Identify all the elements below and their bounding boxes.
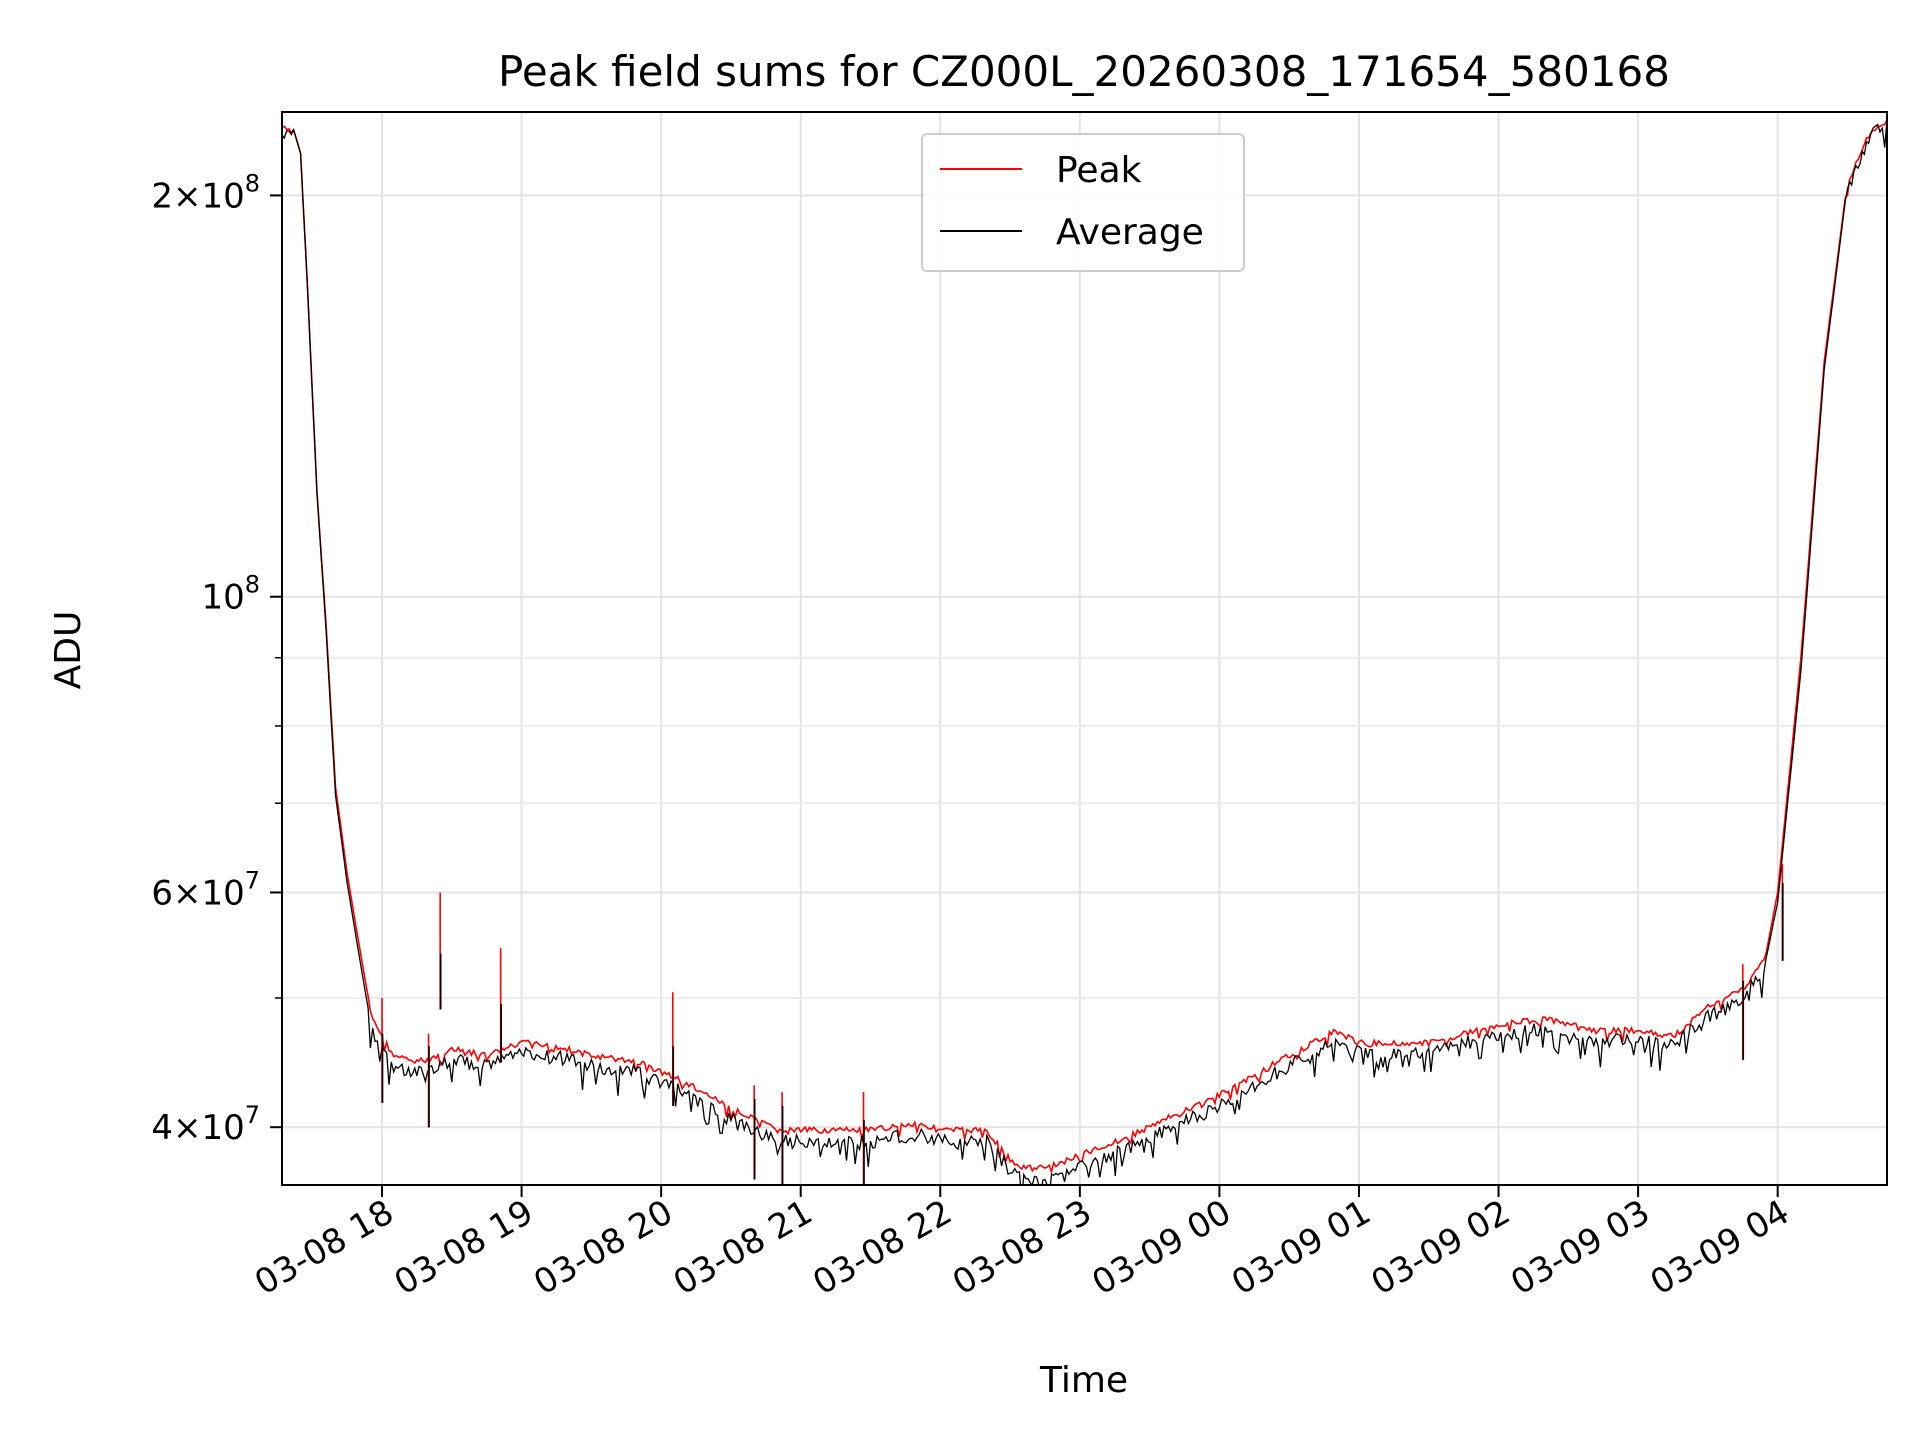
legend: Peak Average: [921, 133, 1245, 272]
y-tick-label-base: 10: [201, 578, 244, 618]
y-tick-label-exponent: 7: [245, 866, 260, 894]
y-tick-label: 4×107: [151, 1101, 260, 1148]
y-tick-label-exponent: 8: [245, 169, 260, 197]
y-tick-label: 2×108: [151, 169, 260, 216]
series-layer: [282, 119, 1887, 1185]
chart-title: Peak field sums for CZ000L_20260308_1716…: [498, 47, 1670, 96]
y-tick-label-exponent: 7: [245, 1101, 260, 1129]
legend-peak-label: Peak: [1056, 150, 1142, 191]
series-line-peak: [282, 119, 1887, 1175]
legend-average-label: Average: [1056, 212, 1204, 253]
grid-lines: [282, 112, 1887, 1185]
x-axis-label: Time: [1039, 1360, 1128, 1401]
y-tick-label-base: 4×10: [151, 1108, 244, 1148]
plot-area-frame: [281, 111, 1888, 1186]
y-tick-label-base: 2×10: [151, 176, 244, 216]
y-tick-label-exponent: 8: [245, 571, 260, 599]
y-axis-label: ADU: [48, 611, 89, 690]
series-line-average: [282, 119, 1887, 1185]
y-tick-label: 6×107: [151, 866, 260, 913]
y-tick-label-base: 6×10: [151, 873, 244, 913]
y-tick-label: 108: [201, 571, 260, 618]
